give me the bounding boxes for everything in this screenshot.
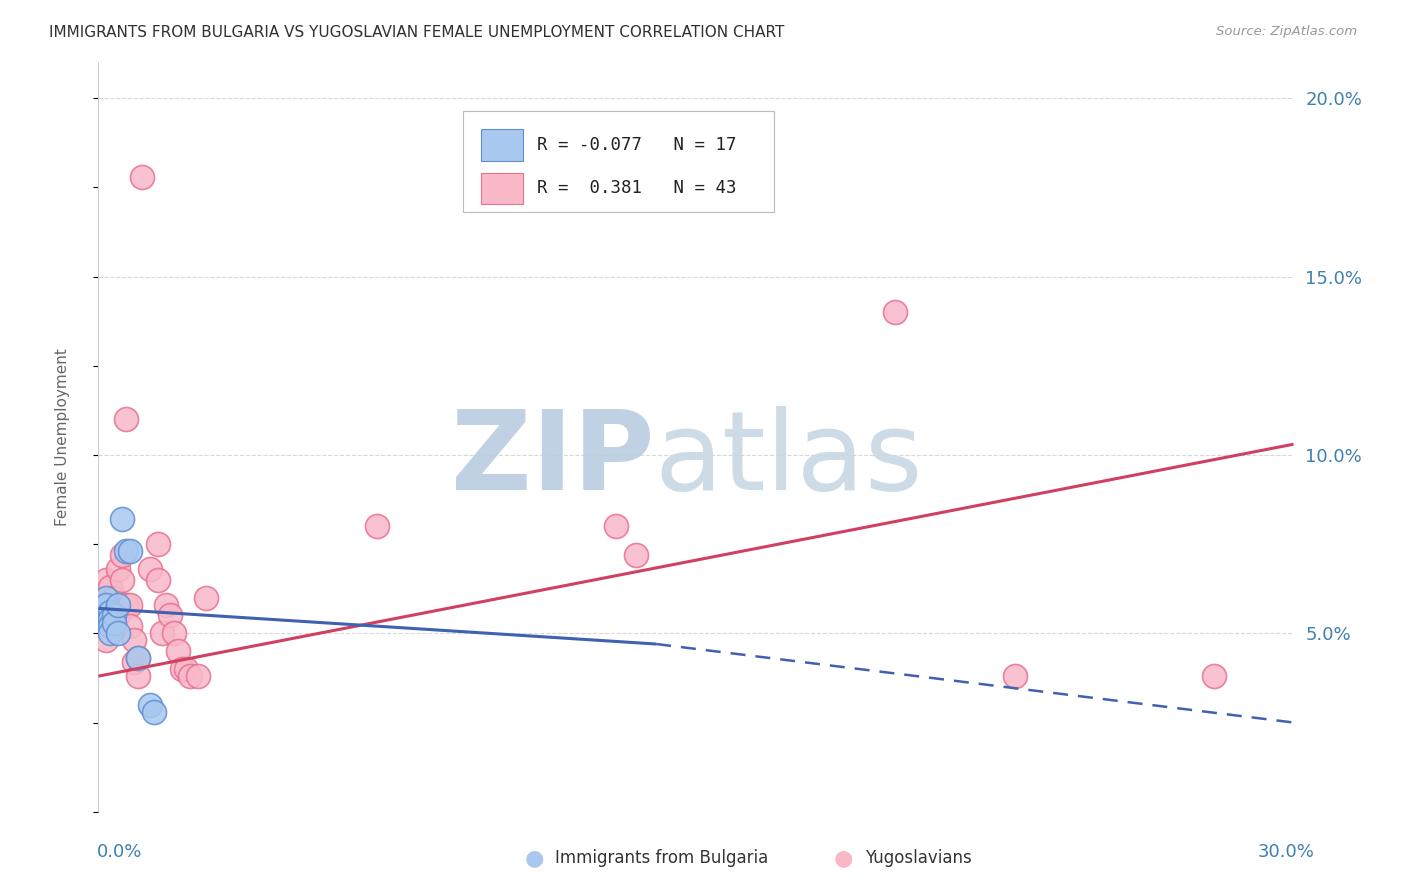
Point (107, 562, 129, 576)
Text: R = -0.077   N = 17: R = -0.077 N = 17 (537, 136, 737, 153)
Point (131, 169, 153, 184)
Point (98, 580, 122, 594)
Point (111, 573, 134, 587)
Point (626, 548, 648, 562)
Text: 30.0%: 30.0% (1258, 843, 1315, 861)
Point (96, 591, 118, 605)
Point (111, 548, 134, 562)
Point (115, 412, 138, 426)
Point (91, 591, 114, 605)
Point (884, 305, 907, 319)
Point (96, 598, 118, 612)
Point (148, 537, 170, 551)
Point (150, 626, 173, 640)
Point (120, 619, 142, 633)
Point (139, 698, 162, 712)
Text: Source: ZipAtlas.com: Source: ZipAtlas.com (1216, 25, 1357, 38)
Point (107, 626, 129, 640)
Point (107, 608, 129, 623)
Text: Immigrants from Bulgaria: Immigrants from Bulgaria (555, 849, 769, 867)
Text: R =  0.381   N = 43: R = 0.381 N = 43 (537, 179, 737, 197)
Text: atlas: atlas (654, 406, 922, 513)
Point (1004, 669, 1026, 683)
FancyBboxPatch shape (463, 112, 773, 212)
Point (172, 662, 194, 676)
Text: ZIP: ZIP (451, 406, 654, 513)
Point (163, 626, 186, 640)
Point (124, 633, 146, 648)
Text: ●: ● (834, 848, 853, 868)
Point (143, 705, 166, 719)
Point (174, 662, 197, 676)
Point (96, 573, 118, 587)
Bar (481, 129, 523, 161)
Text: Female Unemployment: Female Unemployment (55, 348, 70, 526)
Point (155, 598, 177, 612)
Point (1202, 669, 1225, 683)
Point (103, 615, 125, 630)
Point (98, 619, 122, 633)
Point (103, 591, 125, 605)
Point (195, 591, 218, 605)
Point (127, 651, 149, 665)
Point (103, 615, 125, 630)
Text: ●: ● (524, 848, 544, 868)
Text: 0.0%: 0.0% (97, 843, 142, 861)
Point (120, 598, 142, 612)
Point (91, 608, 114, 623)
Point (98, 598, 122, 612)
Point (107, 598, 129, 612)
Point (124, 655, 146, 669)
Point (96, 615, 118, 630)
Point (127, 669, 149, 683)
Point (91, 608, 114, 623)
Point (179, 669, 201, 683)
Point (96, 598, 118, 612)
Point (139, 562, 162, 576)
Point (148, 573, 170, 587)
Point (98, 608, 122, 623)
Bar (481, 172, 523, 204)
Point (103, 608, 125, 623)
Point (115, 544, 138, 558)
Point (120, 544, 142, 558)
Point (167, 644, 190, 658)
Point (111, 512, 134, 526)
Point (98, 612, 122, 626)
Point (366, 519, 388, 533)
Point (159, 608, 181, 623)
Text: Yugoslavians: Yugoslavians (865, 849, 972, 867)
Point (605, 519, 627, 533)
Point (127, 651, 149, 665)
Point (96, 633, 118, 648)
Point (187, 669, 209, 683)
Text: IMMIGRANTS FROM BULGARIA VS YUGOSLAVIAN FEMALE UNEMPLOYMENT CORRELATION CHART: IMMIGRANTS FROM BULGARIA VS YUGOSLAVIAN … (49, 25, 785, 40)
Point (98, 626, 122, 640)
Point (115, 598, 138, 612)
Point (98, 605, 122, 619)
